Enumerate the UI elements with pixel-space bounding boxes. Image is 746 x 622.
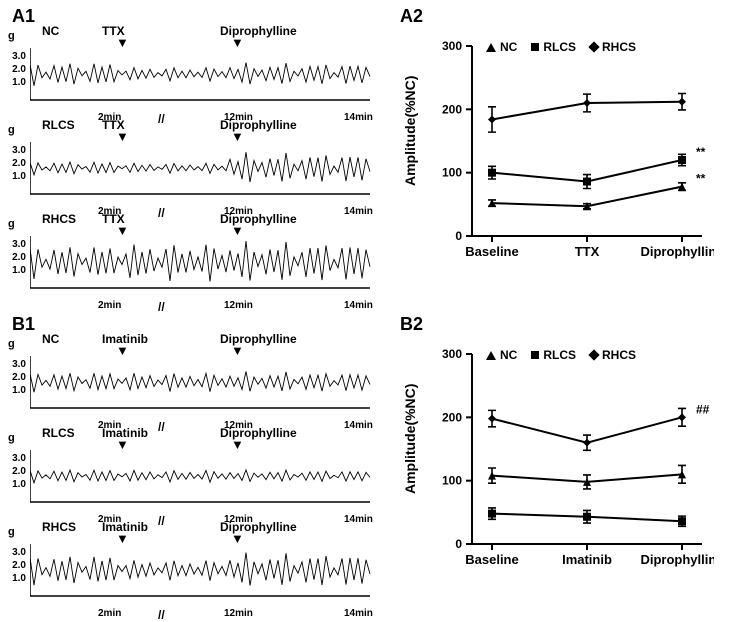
ylabel-b2: Amplitude(%NC) bbox=[402, 384, 418, 494]
y-ticks: 3.02.01.0 bbox=[8, 546, 26, 585]
x-tick-label: TTX bbox=[575, 244, 600, 259]
trace-group-label: RHCS bbox=[42, 520, 76, 534]
marker-square-icon bbox=[488, 169, 496, 177]
trace-block-nc: NCTTXDiprophylline▼▼g3.02.01.02min//12mi… bbox=[6, 24, 376, 112]
panel-a2: A2 NCRLCSRHCS Amplitude(%NC) 0100200300B… bbox=[394, 6, 734, 306]
y-ticks: 3.02.01.0 bbox=[8, 50, 26, 89]
x-tick-label: Diprophylline bbox=[640, 552, 714, 567]
y-ticks: 3.02.01.0 bbox=[8, 238, 26, 277]
marker-diamond-icon bbox=[678, 98, 686, 106]
y-tick-label: 300 bbox=[442, 347, 462, 361]
trace-block-nc: NCImatinibDiprophylline▼▼g3.02.01.02min/… bbox=[6, 332, 376, 420]
y-ticks: 3.02.01.0 bbox=[8, 144, 26, 183]
marker-diamond-icon bbox=[583, 439, 591, 447]
marker-square-icon bbox=[488, 510, 496, 518]
panel-label-b2: B2 bbox=[400, 314, 423, 335]
marker-square-icon bbox=[583, 178, 591, 186]
panel-a1: A1 NCTTXDiprophylline▼▼g3.02.01.02min//1… bbox=[6, 6, 386, 306]
y-tick-label: 100 bbox=[442, 474, 462, 488]
y-ticks: 3.02.01.0 bbox=[8, 358, 26, 397]
trace-svg bbox=[30, 538, 380, 618]
marker-square-icon bbox=[678, 156, 686, 164]
trace-block-rlcs: RLCSTTXDiprophylline▼▼g3.02.01.02min//12… bbox=[6, 118, 376, 206]
chart-b2: 0 100 200 300 Baseline Imatinib Diprophylline #… bbox=[424, 344, 714, 594]
ylabel-a2: Amplitude(%NC) bbox=[402, 76, 418, 186]
panel-b1: B1 NCImatinibDiprophylline▼▼g3.02.01.02m… bbox=[6, 314, 386, 614]
trace-svg bbox=[30, 230, 380, 310]
trace-svg bbox=[30, 42, 380, 122]
y-unit: g bbox=[8, 124, 15, 136]
y-ticks: 3.02.01.0 bbox=[8, 452, 26, 491]
y-unit: g bbox=[8, 526, 15, 538]
trace-svg bbox=[30, 444, 380, 524]
marker-diamond-icon bbox=[678, 413, 686, 421]
y-unit: g bbox=[8, 218, 15, 230]
marker-diamond-icon bbox=[488, 415, 496, 423]
y-tick-label: 200 bbox=[442, 410, 462, 424]
y-tick-label: 0 bbox=[455, 229, 462, 243]
x-tick-label: Baseline bbox=[465, 244, 518, 259]
y-tick-label: 0 bbox=[455, 537, 462, 551]
y-unit: g bbox=[8, 30, 15, 42]
marker-diamond-icon bbox=[488, 115, 496, 123]
y-tick-label: 300 bbox=[442, 39, 462, 53]
chart-a2: 0 100 200 300 Baseline TTX Diprophylline ** ** bbox=[424, 36, 714, 286]
trace-group-label: RLCS bbox=[42, 426, 75, 440]
trace-stack-a1: NCTTXDiprophylline▼▼g3.02.01.02min//12mi… bbox=[6, 24, 386, 300]
y-tick-label: 200 bbox=[442, 102, 462, 116]
trace-block-rlcs: RLCSImatinibDiprophylline▼▼g3.02.01.02mi… bbox=[6, 426, 376, 514]
trace-svg bbox=[30, 136, 380, 216]
y-unit: g bbox=[8, 432, 15, 444]
trace-stack-b1: NCImatinibDiprophylline▼▼g3.02.01.02min/… bbox=[6, 332, 386, 608]
x-tick-label: Imatinib bbox=[562, 552, 612, 567]
panel-label-a2: A2 bbox=[400, 6, 423, 27]
y-unit: g bbox=[8, 338, 15, 350]
trace-block-rhcs: RHCSImatinibDiprophylline▼▼g3.02.01.02mi… bbox=[6, 520, 376, 608]
trace-group-label: NC bbox=[42, 24, 59, 38]
significance-marker: ## bbox=[696, 402, 710, 416]
trace-group-label: RHCS bbox=[42, 212, 76, 226]
marker-square-icon bbox=[583, 513, 591, 521]
marker-square-icon bbox=[678, 517, 686, 525]
marker-diamond-icon bbox=[583, 99, 591, 107]
trace-svg bbox=[30, 350, 380, 430]
trace-group-label: RLCS bbox=[42, 118, 75, 132]
x-tick-label: Baseline bbox=[465, 552, 518, 567]
trace-group-label: NC bbox=[42, 332, 59, 346]
x-tick-label: Diprophylline bbox=[640, 244, 714, 259]
significance-marker: ** bbox=[696, 145, 706, 159]
significance-marker: ** bbox=[696, 172, 706, 186]
panel-b2: B2 NCRLCSRHCS Amplitude(%NC) 0100200300B… bbox=[394, 314, 734, 614]
trace-block-rhcs: RHCSTTXDiprophylline▼▼g3.02.01.02min//12… bbox=[6, 212, 376, 300]
y-tick-label: 100 bbox=[442, 166, 462, 180]
